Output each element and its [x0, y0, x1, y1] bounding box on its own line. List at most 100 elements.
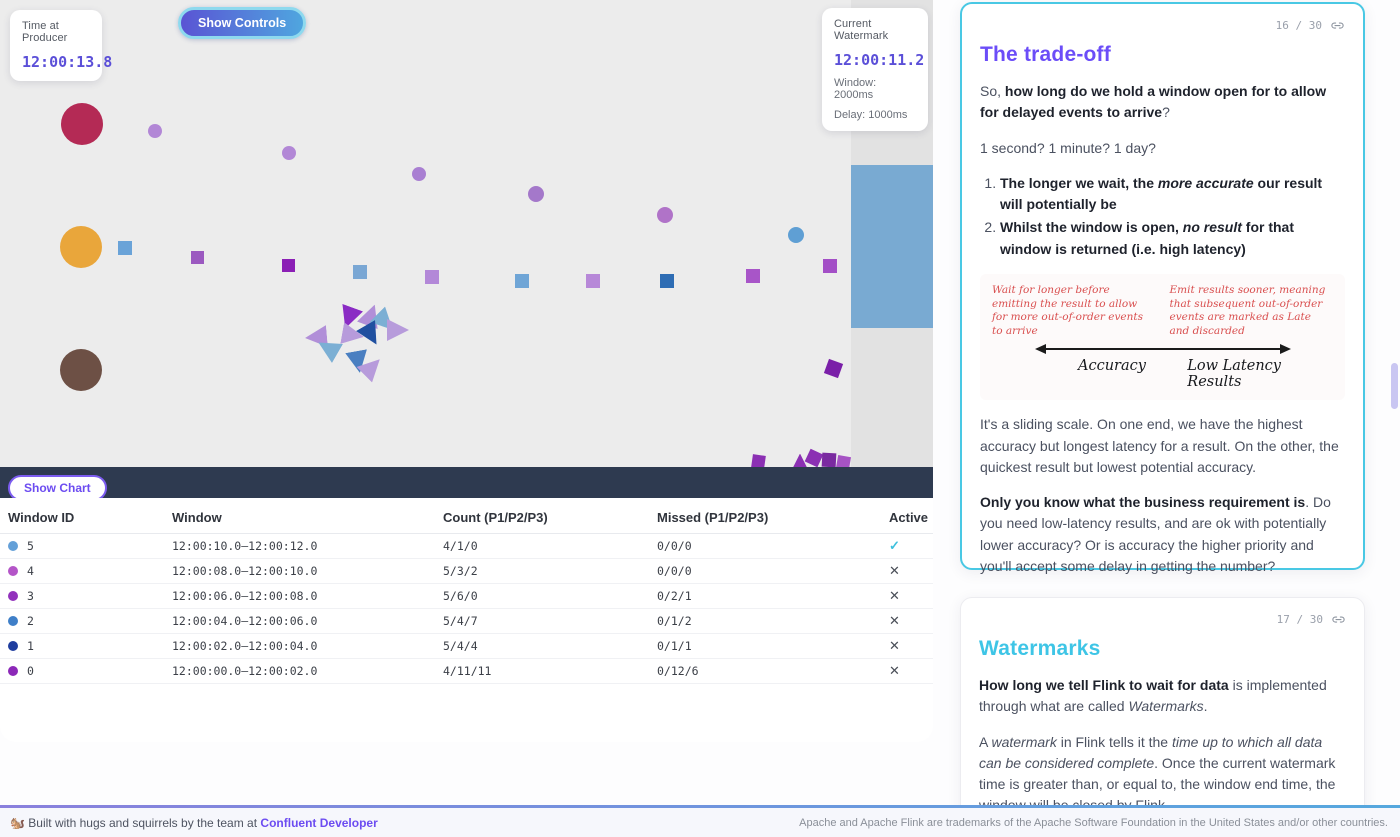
- scrollbar-thumb[interactable]: [1391, 363, 1398, 409]
- text-segment: How long we tell Flink to wait for data: [979, 677, 1229, 693]
- event-circle: [788, 227, 804, 243]
- missed-cell: 0/1/1: [657, 639, 692, 653]
- lesson-card[interactable]: 17 / 30 Watermarks How long we tell Flink …: [960, 597, 1365, 837]
- figure-right-note: Emit results sooner, meaning that subseq…: [1169, 283, 1326, 337]
- event-square: [190, 250, 204, 264]
- text-segment: . Do you need low-latency results, and a…: [980, 494, 1331, 575]
- missed-cell: 0/0/0: [657, 564, 692, 578]
- active-check-icon: ✓: [889, 538, 900, 553]
- card-paragraph: So, how long do we hold a window open fo…: [980, 81, 1345, 124]
- table-row[interactable]: 0 12:00:00.0–12:00:02.0 4/11/11 0/12/6 ✕: [0, 659, 933, 684]
- window-id-cell: 3: [8, 589, 172, 603]
- event-square: [281, 258, 295, 272]
- text-segment: Whilst the window is open,: [1000, 219, 1183, 236]
- event-square: [823, 358, 843, 378]
- producer-time-label: Time at Producer: [22, 20, 68, 44]
- footer-trademark: Apache and Apache Flink are trademarks o…: [799, 816, 1388, 829]
- column-header: Missed (P1/P2/P3): [657, 510, 769, 525]
- producer-time-card: Time at Producer 12:00:13.8: [10, 10, 112, 81]
- text-segment: our result will potentially be: [1000, 174, 1323, 213]
- card-title: Watermarks: [979, 637, 1101, 660]
- open-window-rect: [851, 165, 933, 328]
- window-color-dot: [8, 666, 18, 676]
- table-header-row: Window ID Window Count (P1/P2/P3) Missed (P…: [0, 502, 933, 534]
- count-cell: 5/3/2: [443, 564, 478, 578]
- producer-circle: [60, 226, 102, 268]
- window-id-cell: 4: [8, 564, 172, 578]
- figure-notes: Wait for longer before emitting the resu…: [992, 284, 1333, 339]
- event-square: [586, 274, 600, 288]
- text-segment: more accurate: [1157, 174, 1254, 191]
- card-paragraph: It's a sliding scale. On one end, we hav…: [980, 414, 1345, 478]
- inactive-cross-icon: ✕: [889, 613, 900, 628]
- table-row[interactable]: 5 12:00:10.0–12:00:12.0 4/1/0 0/0/0 ✓: [0, 534, 933, 559]
- window-id-value: 2: [27, 614, 34, 628]
- event-circle: [528, 186, 544, 202]
- watermark-label: Current Watermark: [834, 18, 889, 42]
- card-paragraph: Only you know what the business requirem…: [980, 492, 1345, 577]
- text-segment: how long do we hold a window open for to…: [980, 83, 1327, 121]
- card-header: 17 / 30: [979, 612, 1346, 627]
- text-segment: is implemented through what are called: [979, 677, 1327, 715]
- window-range-cell: 12:00:00.0–12:00:02.0: [172, 664, 318, 678]
- table-row[interactable]: 4 12:00:08.0–12:00:10.0 5/3/2 0/0/0 ✕: [0, 559, 933, 584]
- inactive-cross-icon: ✕: [889, 588, 900, 603]
- text-segment: time up to which all data can be conside…: [979, 733, 1323, 771]
- lesson-card[interactable]: 16 / 30 The trade-off So, how long do we h…: [960, 2, 1365, 574]
- window-color-dot: [8, 591, 18, 601]
- missed-cell: 0/1/2: [657, 614, 692, 628]
- window-id-cell: 2: [8, 614, 172, 628]
- window-range-cell: 12:00:08.0–12:00:10.0: [172, 564, 318, 578]
- window-range-cell: 12:00:04.0–12:00:06.0: [172, 614, 318, 628]
- count-cell: 5/6/0: [443, 589, 478, 603]
- footer: 🐿️ Built with hugs and squirrels by the …: [0, 805, 1400, 837]
- watermark-window-setting: Window: 2000ms: [834, 77, 877, 101]
- count-cell: 5/4/7: [443, 614, 478, 628]
- window-range-cell: 12:00:06.0–12:00:08.0: [172, 589, 318, 603]
- permalink-icon[interactable]: [1330, 18, 1345, 33]
- window-color-dot: [8, 616, 18, 626]
- text-segment: for that window is returned (i.e. high l…: [1000, 219, 1295, 257]
- watermark-value: 12:00:11.2: [834, 51, 925, 69]
- event-circle: [657, 207, 673, 223]
- card-list-item: Whilst the window is open, no result for…: [1000, 217, 1345, 260]
- watermark-delay-setting: Delay: 1000ms: [834, 109, 908, 121]
- card-title: The trade-off: [980, 43, 1111, 66]
- text-segment: So,: [980, 83, 1005, 99]
- column-header: Window: [172, 510, 222, 525]
- event-circle: [282, 146, 296, 160]
- page-indicator: 17 / 30: [1276, 613, 1323, 626]
- text-segment: 1 second? 1 minute? 1 day?: [980, 139, 1156, 156]
- event-triangle: [387, 319, 409, 341]
- text-segment: Only you know what the business requirem…: [980, 494, 1306, 511]
- window-id-value: 0: [27, 664, 34, 678]
- confluent-developer-link[interactable]: Confluent Developer: [260, 815, 378, 830]
- text-segment: It's a sliding scale. On one end, we hav…: [980, 416, 1339, 475]
- figure-arrow-row: [992, 342, 1333, 356]
- card-list-item: The longer we wait, the more accurate ou…: [1000, 173, 1345, 216]
- watermark-card: Current Watermark 12:00:11.2 Window: 200…: [822, 8, 928, 131]
- lesson-panel: 16 / 30 The trade-off So, how long do we h…: [933, 0, 1400, 837]
- table-row[interactable]: 2 12:00:04.0–12:00:06.0 5/4/7 0/1/2 ✕: [0, 609, 933, 634]
- event-square: [660, 274, 674, 288]
- event-canvas[interactable]: Time at Producer 12:00:13.8 Show Control…: [0, 0, 933, 467]
- window-range-cell: 12:00:02.0–12:00:04.0: [172, 639, 318, 653]
- table-row[interactable]: 1 12:00:02.0–12:00:04.0 5/4/4 0/1/1 ✕: [0, 634, 933, 659]
- missed-cell: 0/2/1: [657, 589, 692, 603]
- missed-cell: 0/12/6: [657, 664, 699, 678]
- text-segment: in Flink tells it the: [1056, 733, 1172, 750]
- count-cell: 4/11/11: [443, 664, 492, 678]
- show-controls-button[interactable]: Show Controls: [178, 7, 307, 39]
- window-id-cell: 5: [8, 539, 172, 553]
- window-id-value: 5: [27, 539, 34, 553]
- window-id-value: 4: [27, 564, 34, 578]
- card-list: The longer we wait, the more accurate ou…: [1000, 173, 1345, 260]
- inactive-cross-icon: ✕: [889, 663, 900, 678]
- window-id-cell: 1: [8, 639, 172, 653]
- low-latency-label: Low Latency Results: [1187, 358, 1281, 391]
- permalink-icon[interactable]: [1331, 612, 1346, 627]
- count-cell: 5/4/4: [443, 639, 478, 653]
- table-row[interactable]: 3 12:00:06.0–12:00:08.0 5/6/0 0/2/1 ✕: [0, 584, 933, 609]
- card-paragraph: 1 second? 1 minute? 1 day?: [980, 138, 1345, 159]
